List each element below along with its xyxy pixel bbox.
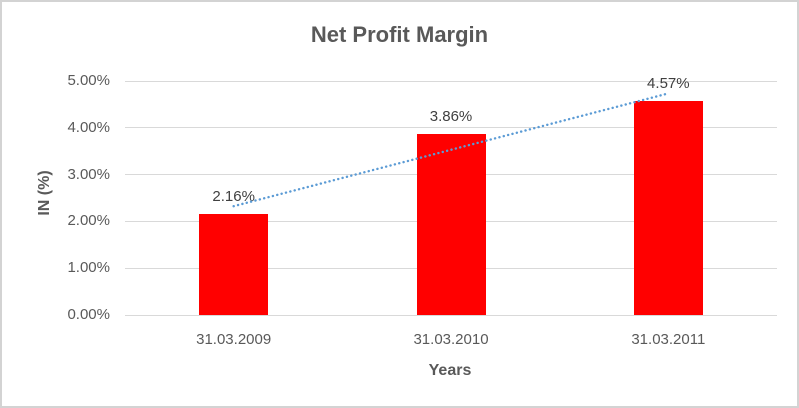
y-tick-label: 4.00% bbox=[67, 118, 110, 136]
gridline bbox=[125, 314, 777, 316]
x-axis-title: Years bbox=[428, 362, 472, 379]
x-tick-label: 31.03.2010 bbox=[413, 331, 489, 348]
bar-data-label: 3.86% bbox=[429, 108, 473, 126]
x-tick-label: 31.03.2009 bbox=[196, 331, 272, 348]
bar bbox=[633, 101, 703, 315]
x-tick-label: 31.03.2011 bbox=[631, 331, 706, 348]
y-tick-label: 1.00% bbox=[67, 259, 110, 277]
gridline bbox=[125, 80, 777, 82]
bar-data-label: 4.57% bbox=[647, 75, 690, 93]
bar bbox=[416, 134, 486, 315]
bar-data-label: 2.16% bbox=[212, 187, 255, 205]
y-tick-label: 2.00% bbox=[67, 212, 110, 230]
chart-title: Net Profit Margin bbox=[310, 22, 489, 47]
y-tick-label: 5.00% bbox=[67, 72, 110, 89]
bar bbox=[199, 213, 269, 315]
y-tick-label: 3.00% bbox=[67, 165, 110, 183]
y-tick-label: 0.00% bbox=[67, 306, 110, 323]
